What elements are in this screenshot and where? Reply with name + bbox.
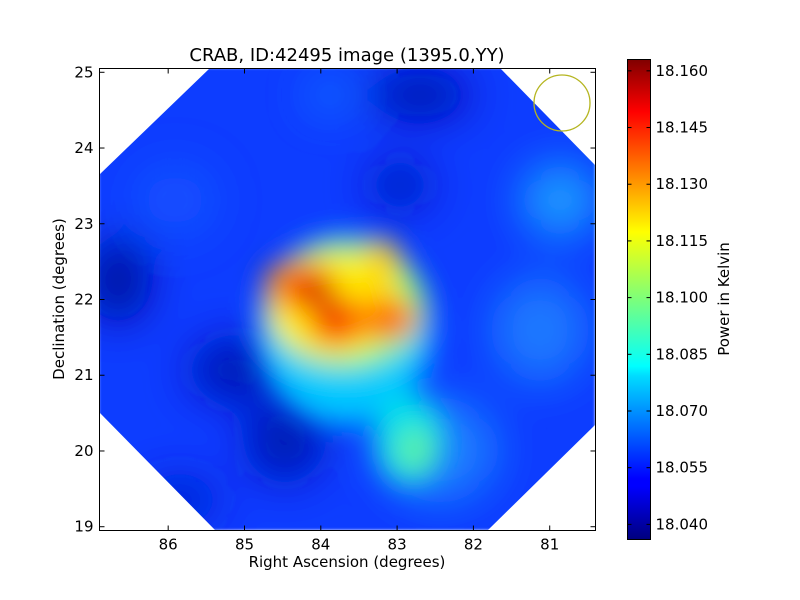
x-axis: 86 85 84 83 82 81 — [159, 68, 559, 554]
x-tick-label: 81 — [540, 536, 559, 554]
y-tick-label: 23 — [74, 215, 93, 233]
colorbar-tick-label: 18.040 — [656, 515, 709, 533]
colorbar-gradient — [627, 59, 650, 539]
colorbar-frame — [627, 59, 651, 540]
colorbar-tick-label: 18.160 — [656, 62, 709, 80]
y-tick-label: 24 — [74, 139, 93, 157]
colorbar-ticks: 18.040 18.055 18.070 18.085 18.100 18.115 18.1… — [627, 62, 709, 533]
x-tick-label: 85 — [235, 536, 254, 554]
y-axis: 19 20 21 22 23 24 25 — [74, 63, 596, 536]
y-tick-label: 25 — [74, 63, 93, 81]
x-tick-label: 82 — [464, 536, 483, 554]
x-tick-label: 86 — [159, 536, 178, 554]
x-axis-label: Right Ascension (degrees) — [249, 553, 446, 571]
heatmap-image — [99, 68, 595, 530]
y-tick-label: 20 — [74, 442, 93, 460]
y-tick-label: 22 — [74, 291, 93, 309]
chart-title: CRAB, ID:42495 image (1395.0,YY) — [189, 45, 504, 66]
y-tick-label: 19 — [74, 518, 93, 536]
x-tick-label: 84 — [311, 536, 330, 554]
colorbar-tick-label: 18.145 — [656, 119, 709, 137]
colorbar-tick-label: 18.085 — [656, 345, 709, 363]
colorbar-tick-label: 18.055 — [656, 459, 709, 477]
y-tick-label: 21 — [74, 366, 93, 384]
colorbar-tick-label: 18.115 — [656, 232, 709, 250]
colorbar-tick-label: 18.130 — [656, 175, 709, 193]
colorbar-label: Power in Kelvin — [715, 242, 733, 356]
colorbar: 18.040 18.055 18.070 18.085 18.100 18.115 18.1… — [627, 59, 733, 540]
x-tick-label: 83 — [388, 536, 407, 554]
colorbar-tick-label: 18.100 — [656, 289, 709, 307]
colorbar-tick-label: 18.070 — [656, 402, 709, 420]
beam-circle — [533, 74, 591, 132]
y-axis-label: Declination (degrees) — [50, 218, 68, 380]
